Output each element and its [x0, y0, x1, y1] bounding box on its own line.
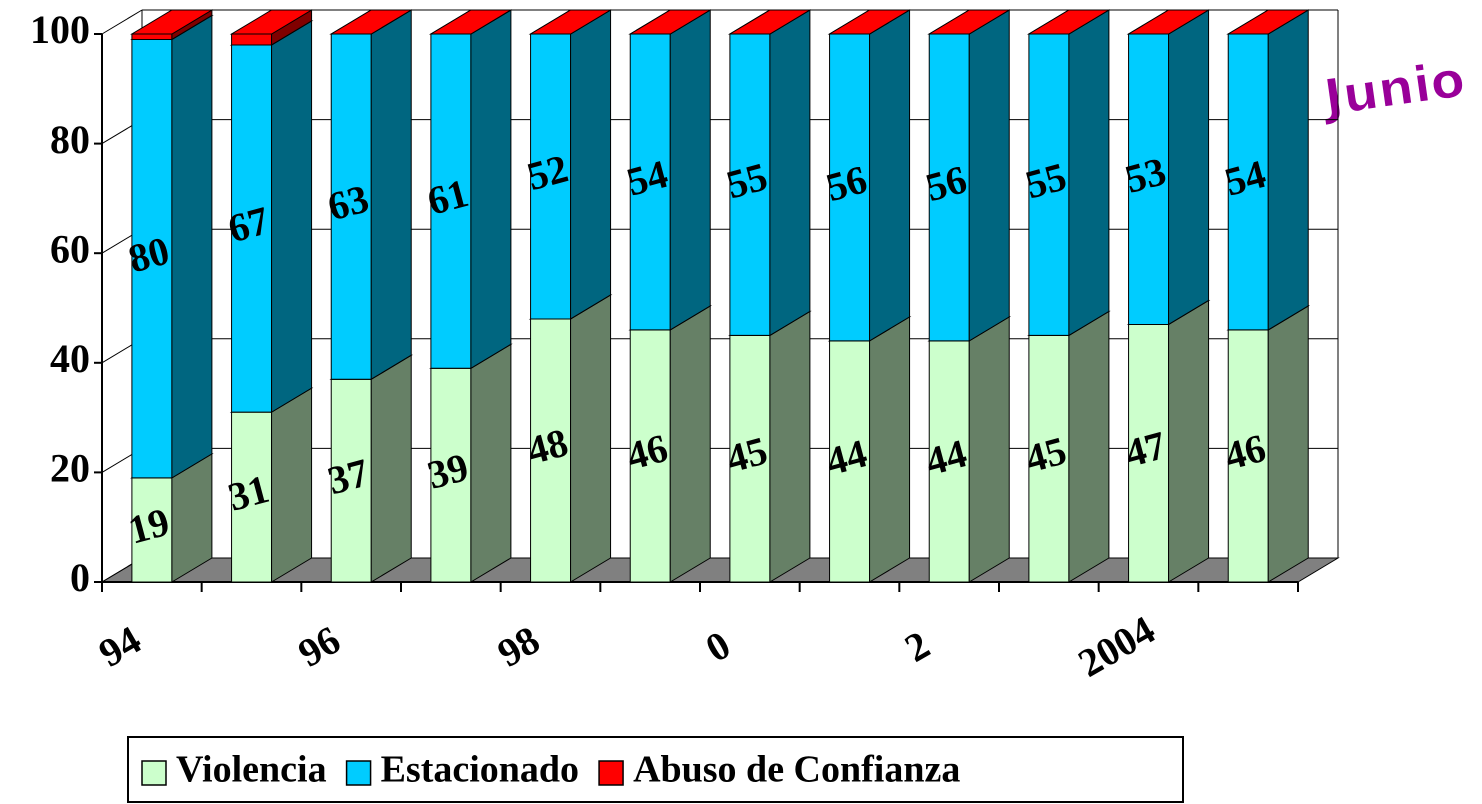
bar-side: [968, 315, 1010, 583]
bar-segment: [528, 9, 613, 320]
grid-line: [101, 9, 143, 35]
bar-segment: [429, 9, 513, 370]
bar-top: [528, 9, 613, 35]
bar-top: [1226, 9, 1311, 35]
bar-side: [1267, 305, 1309, 583]
legend-label: Abuso de Confianza: [633, 749, 960, 791]
x-tick-label: 98: [490, 617, 547, 676]
bar-side: [570, 9, 612, 320]
bar-top: [229, 9, 314, 35]
bar-segment: [1027, 9, 1111, 35]
bar-side: [669, 9, 711, 331]
bar-side: [869, 9, 911, 342]
y-tick-label: 0: [70, 555, 90, 600]
x-tick-label: 94: [91, 617, 148, 676]
bar-segment: [1226, 9, 1311, 35]
bar-side: [968, 9, 1010, 342]
bar-top: [130, 9, 214, 35]
legend-box: [127, 736, 1184, 803]
x-tick-label: 0: [698, 622, 738, 671]
bar-segment: [130, 9, 214, 41]
bar-side: [370, 354, 412, 583]
bar-top: [927, 9, 1012, 35]
bar-side: [1168, 9, 1210, 326]
annotation: Junio: [1318, 50, 1469, 128]
bar-side: [1068, 310, 1110, 583]
x-tick-label: 2004: [1071, 607, 1163, 686]
bar-top: [1126, 9, 1211, 35]
bar-segment: [329, 9, 414, 35]
bar-side: [669, 305, 711, 583]
bar-segment: [827, 9, 912, 35]
bar-segment: [927, 9, 1012, 342]
y-tick-label: 80: [50, 117, 90, 162]
bar-segment: [927, 9, 1012, 35]
bar-segment: [130, 14, 214, 479]
bar-side: [370, 9, 412, 381]
bar-segment: [329, 354, 414, 583]
bar-top: [329, 9, 414, 35]
bar-side: [869, 315, 911, 583]
bar-side: [1168, 299, 1210, 583]
bar-side: [470, 9, 512, 370]
legend-swatch: [345, 760, 372, 786]
bar-side: [171, 14, 213, 479]
bar-segment: [628, 9, 713, 35]
bar-top: [429, 9, 513, 35]
bar-side: [1267, 9, 1309, 331]
y-tick-label: 100: [30, 7, 90, 52]
bar-side: [769, 310, 811, 583]
bar-segment: [728, 9, 812, 35]
bar-side: [271, 387, 313, 583]
bar-segment: [1126, 9, 1211, 35]
bar-top: [728, 9, 812, 35]
bar-side: [470, 343, 512, 583]
bar-top: [1027, 9, 1111, 35]
bar-front: [131, 33, 173, 40]
y-tick-label: 20: [50, 446, 90, 491]
bar-segment: [1126, 299, 1211, 583]
x-tick-label: 96: [290, 617, 347, 676]
legend-swatch: [598, 760, 624, 786]
bar-side: [271, 20, 313, 414]
legend-label: Violencia: [176, 749, 327, 791]
bar-segment: [229, 9, 314, 46]
legend-label: Estacionado: [381, 749, 579, 791]
bar-segment: [528, 9, 613, 35]
bar-side: [1068, 9, 1110, 337]
bar-top: [827, 9, 912, 35]
bar-side: [570, 294, 612, 583]
bar-front: [231, 33, 273, 46]
y-tick-label: 60: [50, 226, 90, 271]
bar-side: [769, 9, 811, 337]
legend-swatch: [141, 760, 167, 786]
y-tick-label: 40: [50, 336, 90, 381]
bar-segment: [1027, 310, 1111, 583]
bar-segment: [429, 9, 513, 35]
x-tick-label: 2: [897, 622, 937, 671]
bar-top: [628, 9, 713, 35]
